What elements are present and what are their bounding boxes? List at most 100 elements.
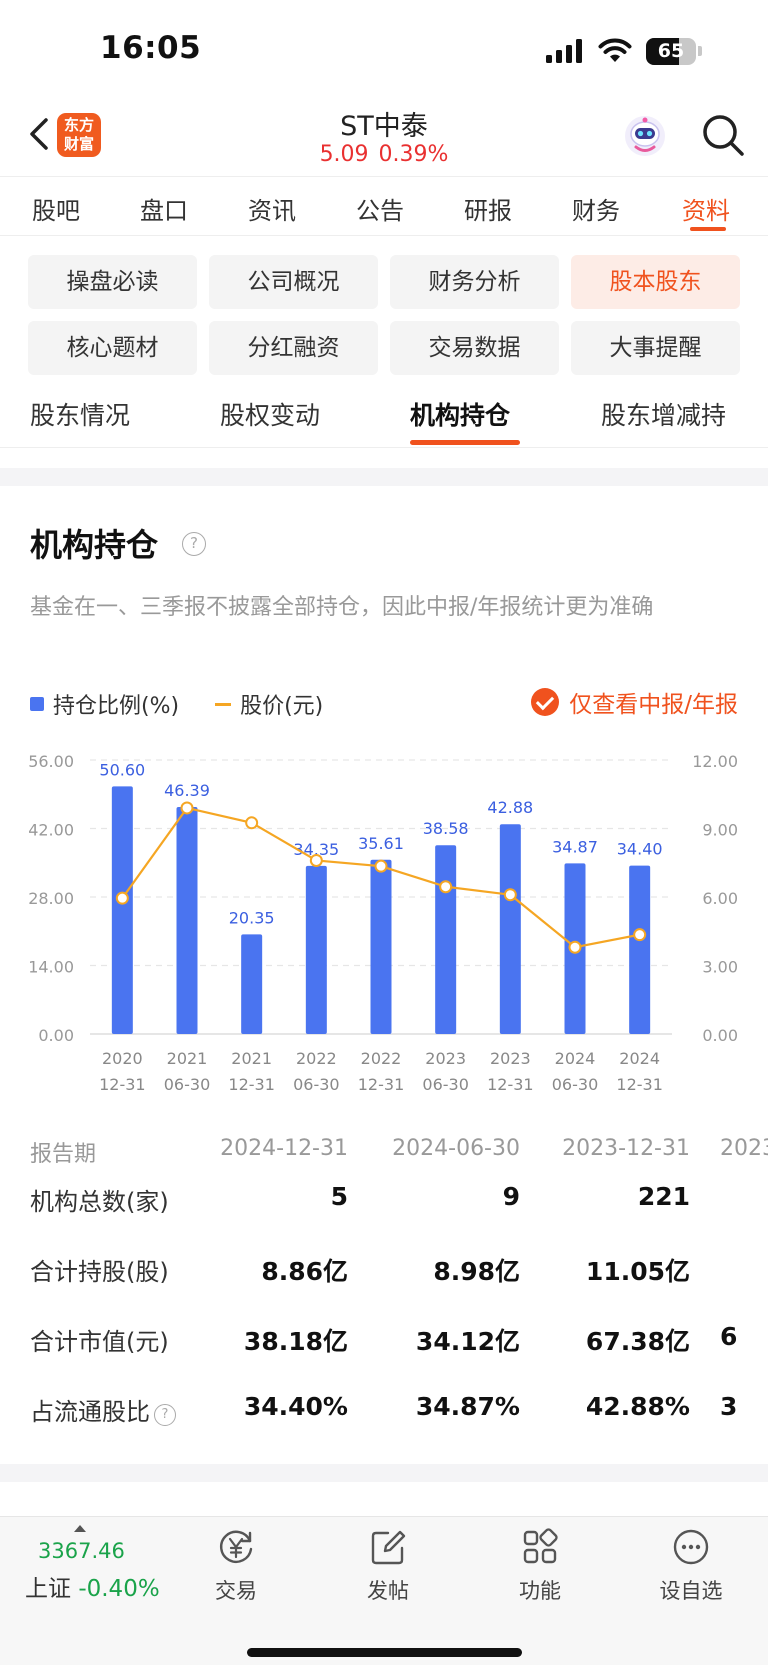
- table-cell: 42.88%: [585, 1392, 690, 1421]
- holding-bar: [370, 859, 392, 1034]
- subnav-trading-data[interactable]: 交易数据: [390, 321, 559, 375]
- tab-announcements[interactable]: 公告: [356, 197, 404, 225]
- x-tick-year: 2021: [167, 1049, 208, 1068]
- status-time: 16:05: [100, 30, 202, 66]
- subnav-dividends-financing[interactable]: 分红融资: [209, 321, 378, 375]
- table-cell: 9: [502, 1182, 520, 1211]
- table-row-label: 合计持股(股): [30, 1252, 169, 1287]
- y-right-tick-label: 0.00: [702, 1026, 738, 1045]
- table-cell: 8.98亿: [433, 1257, 520, 1286]
- tab-pankou[interactable]: 盘口: [140, 197, 188, 225]
- row-label-text: 合计市值(元): [30, 1328, 169, 1356]
- nav-header: 东方 财富 ST中泰 5.09 0.39%: [0, 100, 768, 176]
- trade-button[interactable]: 交易: [186, 1527, 286, 1605]
- subnav-trading-must-read[interactable]: 操盘必读: [28, 255, 197, 309]
- chart-legend: 持仓比例(%) 股价(元): [30, 690, 324, 719]
- subnav-events-reminder[interactable]: 大事提醒: [571, 321, 740, 375]
- filter-label: 仅查看中报/年报: [569, 692, 738, 718]
- tab-institutional-holdings[interactable]: 机构持仓: [410, 401, 511, 430]
- y-left-tick-label: 28.00: [28, 889, 74, 908]
- price-point: [568, 940, 582, 954]
- tab-guba[interactable]: 股吧: [32, 197, 80, 225]
- legend-bar-swatch: [30, 697, 44, 711]
- y-left-tick-label: 56.00: [28, 752, 74, 771]
- legend-line-swatch: [215, 702, 232, 706]
- table-cell: 6: [720, 1322, 738, 1351]
- functions-button[interactable]: 功能: [490, 1527, 590, 1605]
- x-tick-date: 06-30: [164, 1075, 211, 1094]
- table-period-header: 2023-12-31: [562, 1136, 690, 1161]
- trade-yen-icon: [219, 1530, 253, 1563]
- holder-tabs: 股东情况 股权变动 机构持仓 股东增减持: [0, 386, 768, 448]
- stock-quote: 5.09 0.39%: [0, 142, 768, 167]
- tab-profile[interactable]: 资料: [682, 197, 730, 225]
- search-icon[interactable]: [700, 112, 746, 158]
- subnav-financial-analysis[interactable]: 财务分析: [390, 255, 559, 309]
- table-period-header: 2024-12-31: [220, 1136, 348, 1161]
- holding-bar: [499, 824, 521, 1034]
- bar-value-label: 34.87: [552, 837, 598, 856]
- x-tick-date: 12-31: [228, 1075, 275, 1094]
- tab-equity-changes[interactable]: 股权变动: [220, 401, 321, 430]
- table-period-header: 2024-06-30: [392, 1136, 520, 1161]
- half-year-annual-filter[interactable]: 仅查看中报/年报: [531, 686, 738, 718]
- post-button[interactable]: 发帖: [338, 1527, 438, 1605]
- bar-value-label: 38.58: [423, 819, 469, 838]
- more-dots-icon: [673, 1529, 709, 1565]
- bar-value-label: 50.60: [99, 760, 145, 779]
- legend-bar-label: 持仓比例(%): [53, 694, 180, 719]
- brand-logo[interactable]: 东方 财富: [57, 113, 101, 157]
- holdings-table: 报告期 2024-12-31 2024-06-30 2023-12-31 2023 机构总…: [0, 1128, 768, 1438]
- x-tick-date: 12-31: [616, 1075, 663, 1094]
- status-icons: 65: [546, 36, 702, 66]
- edit-post-icon: [371, 1530, 406, 1565]
- help-icon[interactable]: ?: [182, 532, 206, 556]
- tab-holder-changes[interactable]: 股东增减持: [601, 401, 727, 430]
- bar-value-label: 34.40: [617, 840, 663, 859]
- trade-label: 交易: [215, 1579, 257, 1603]
- add-watchlist-button[interactable]: 设自选: [641, 1527, 741, 1605]
- tab-news[interactable]: 资讯: [248, 197, 296, 225]
- check-circle-icon[interactable]: [531, 688, 560, 716]
- holding-bar: [176, 807, 198, 1034]
- expand-up-icon[interactable]: [74, 1525, 86, 1532]
- back-arrow-icon[interactable]: [22, 112, 58, 156]
- cellular-signal-icon: [546, 39, 582, 63]
- price-point: [374, 859, 388, 873]
- tab-research[interactable]: 研报: [464, 197, 512, 225]
- table-cell: 34.40%: [243, 1392, 348, 1421]
- section-title: 机构持仓: [30, 526, 159, 564]
- tab-finance[interactable]: 财务: [572, 197, 620, 225]
- holder-tab-indicator: [410, 440, 520, 445]
- bar-value-label: 46.39: [164, 781, 210, 800]
- tab-shareholders[interactable]: 股东情况: [30, 401, 131, 430]
- battery-level: 65: [657, 39, 685, 62]
- price-point: [245, 816, 259, 830]
- brand-logo-line2: 财富: [63, 135, 94, 153]
- main-tabs: 股吧 盘口 资讯 公告 研报 财务 资料: [0, 176, 768, 236]
- subnav-company-overview[interactable]: 公司概况: [209, 255, 378, 309]
- row-label-text: 机构总数(家): [30, 1188, 169, 1216]
- y-right-tick-label: 3.00: [702, 958, 738, 977]
- table-cell: 38.18亿: [243, 1327, 348, 1356]
- battery-icon: 65: [646, 37, 696, 65]
- ai-robot-icon[interactable]: [623, 114, 667, 158]
- table-row-label: 占流通股比?: [30, 1392, 176, 1427]
- stock-change-pct: 0.39%: [378, 142, 449, 167]
- subnav-core-themes[interactable]: 核心题材: [28, 321, 197, 375]
- row-label-text: 占流通股比: [30, 1398, 150, 1426]
- index-name: 上证: [25, 1576, 71, 1602]
- table-cell: 3: [720, 1392, 738, 1421]
- subnav-equity-holders[interactable]: 股本股东: [571, 255, 740, 309]
- x-tick-year: 2020: [102, 1049, 143, 1068]
- institutional-holdings-chart: 0.00 14.00 28.00 42.00 56.00 0.00 3.00 6.00 9.00…: [28, 752, 738, 1094]
- x-tick-year: 2022: [296, 1049, 337, 1068]
- section-note: 基金在一、三季报不披露全部持仓，因此中报/年报统计更为准确: [30, 595, 654, 620]
- price-point: [309, 853, 323, 867]
- legend-line-label: 股价(元): [240, 694, 324, 719]
- help-icon[interactable]: ?: [154, 1404, 176, 1426]
- x-tick-year: 2021: [231, 1049, 272, 1068]
- x-tick-date: 06-30: [422, 1075, 469, 1094]
- x-tick-date: 12-31: [487, 1075, 534, 1094]
- index-value: 3367.46: [38, 1539, 125, 1563]
